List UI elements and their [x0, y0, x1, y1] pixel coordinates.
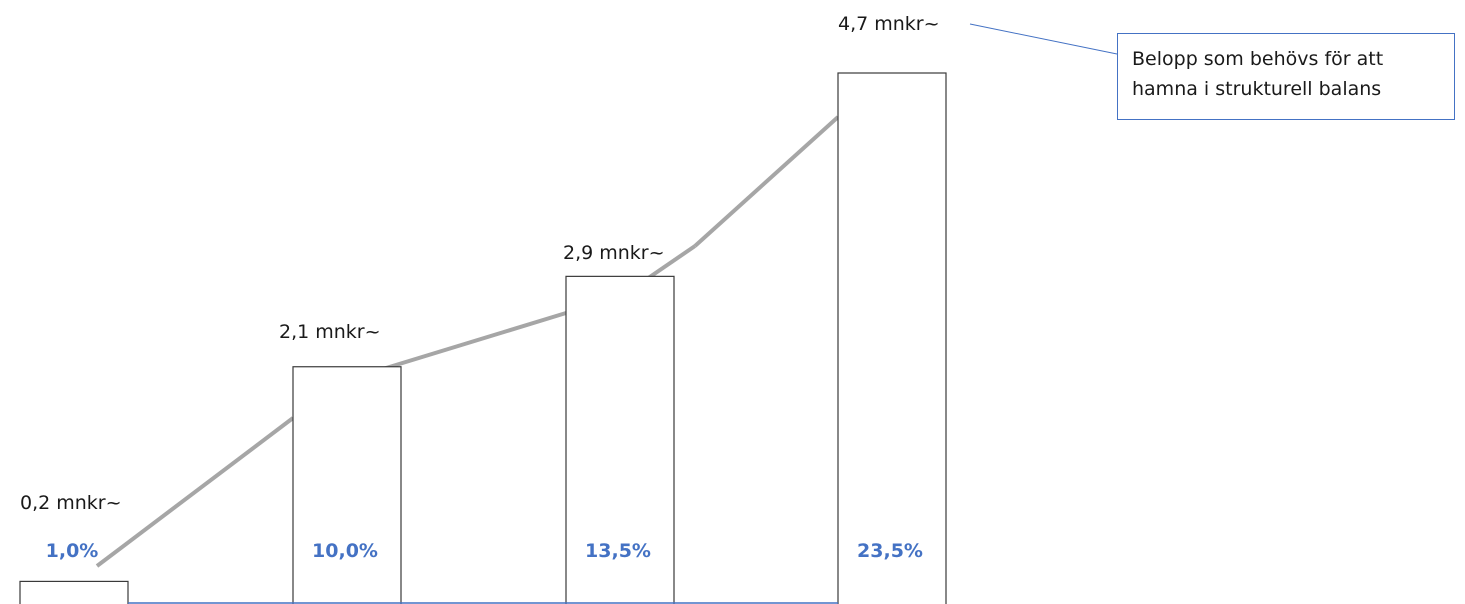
trend-segment-2 [372, 311, 567, 374]
percent-labels: 1,0% 10,0% 13,5% 23,5% [46, 540, 923, 562]
annotation-line-2: hamna i strukturell balans [1132, 78, 1382, 100]
value-label-3: 2,9 mnkr~ [563, 242, 665, 264]
bar-4 [837, 72, 947, 604]
annotation-line-1: Belopp som behövs för att [1132, 48, 1384, 70]
value-label-1: 0,2 mnkr~ [20, 492, 122, 514]
bar-3 [565, 275, 675, 604]
value-label-2: 2,1 mnkr~ [279, 321, 381, 343]
value-label-4: 4,7 mnkr~ [838, 13, 940, 35]
percent-label-4: 23,5% [857, 540, 923, 562]
annotation-callout: Belopp som behövs för att hamna i strukt… [1117, 33, 1455, 120]
percent-label-1: 1,0% [46, 540, 99, 562]
bar-1 [19, 580, 129, 604]
bars [19, 72, 947, 604]
trend-lines [95, 115, 840, 568]
callout-connector-line [969, 23, 1118, 55]
trend-segment-4 [693, 115, 840, 248]
percent-label-3: 13,5% [585, 540, 651, 562]
value-labels: 0,2 mnkr~ 2,1 mnkr~ 2,9 mnkr~ 4,7 mnkr~ [20, 13, 940, 514]
trend-segment-1 [95, 416, 295, 568]
percent-label-2: 10,0% [312, 540, 378, 562]
bar-2 [292, 366, 402, 604]
